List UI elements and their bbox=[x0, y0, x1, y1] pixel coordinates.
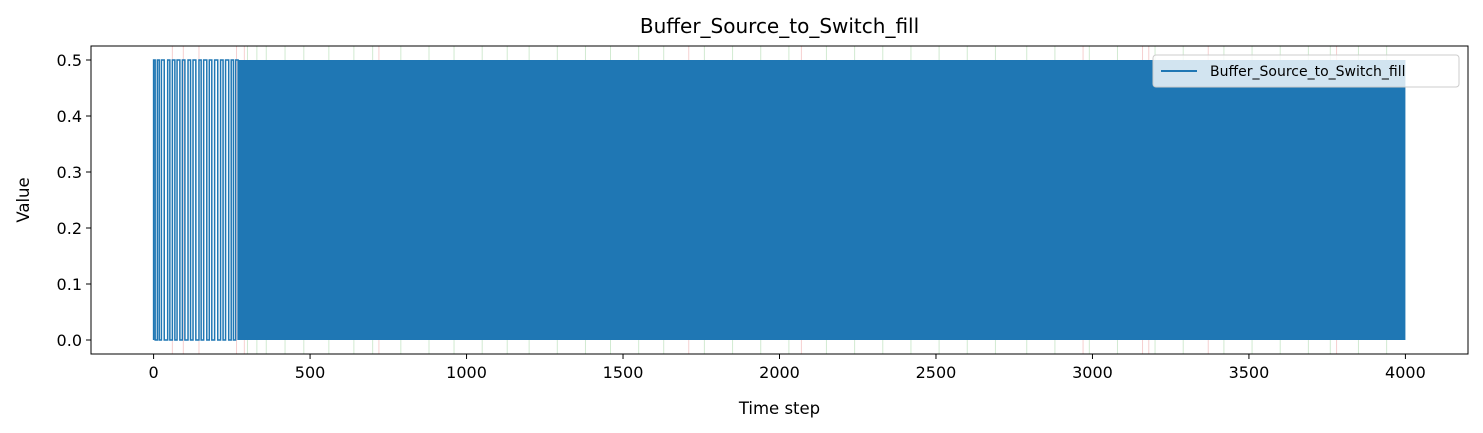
series-line-sparse bbox=[152, 59, 239, 341]
x-axis-label: Time step bbox=[738, 399, 820, 418]
legend-box bbox=[1152, 54, 1460, 88]
x-tick-label: 1000 bbox=[446, 363, 487, 382]
y-tick-label: 0.2 bbox=[57, 219, 82, 238]
x-tick-label: 1500 bbox=[603, 363, 644, 382]
chart-title: Buffer_Source_to_Switch_fill bbox=[640, 14, 919, 38]
y-axis: 0.0 0.1 0.2 0.3 0.4 0.5 bbox=[57, 51, 91, 350]
x-tick-label: 3500 bbox=[1229, 363, 1270, 382]
y-tick-label: 0.1 bbox=[57, 275, 82, 294]
x-tick-label: 4000 bbox=[1385, 363, 1426, 382]
y-axis-label: Value bbox=[14, 177, 33, 222]
y-tick-label: 0.5 bbox=[57, 51, 82, 70]
series-line-dense bbox=[238, 60, 1406, 340]
y-tick-label: 0.4 bbox=[57, 107, 82, 126]
x-tick-label: 0 bbox=[148, 363, 158, 382]
legend: Buffer_Source_to_Switch_fill bbox=[1152, 54, 1460, 88]
x-tick-label: 3000 bbox=[1072, 363, 1113, 382]
y-tick-label: 0.0 bbox=[57, 331, 82, 350]
legend-entry: Buffer_Source_to_Switch_fill bbox=[1210, 64, 1406, 80]
x-tick-label: 500 bbox=[295, 363, 326, 382]
series-layer bbox=[152, 59, 1406, 341]
y-tick-label: 0.3 bbox=[57, 163, 82, 182]
x-tick-label: 2500 bbox=[916, 363, 957, 382]
x-tick-label: 2000 bbox=[759, 363, 800, 382]
x-axis: 0 500 1000 1500 2000 2500 3000 3500 4000 bbox=[148, 354, 1426, 382]
